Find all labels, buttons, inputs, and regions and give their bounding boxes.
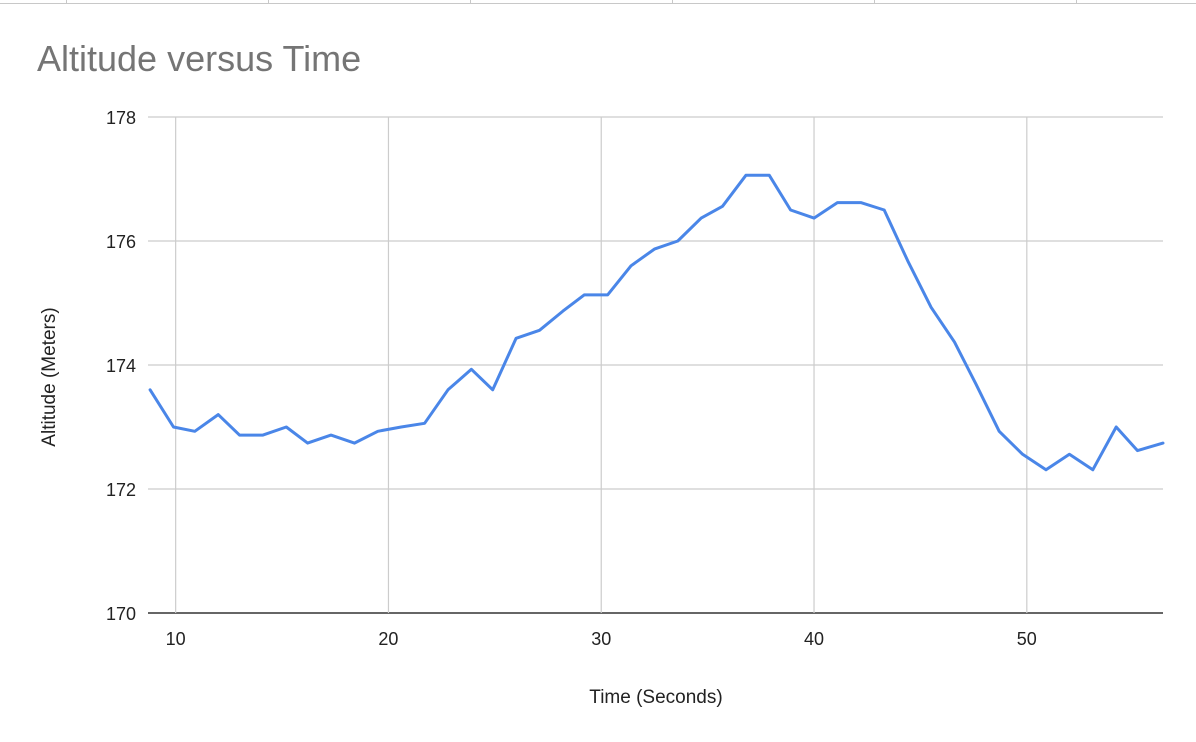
grid-lines: [148, 116, 1163, 614]
x-tick-label: 30: [591, 629, 611, 649]
strip-cell: [0, 0, 67, 4]
x-axis-ticks: 10 20 30 40 50: [166, 629, 1037, 649]
y-axis-title: Altitude (Meters): [39, 307, 60, 446]
y-tick-label: 178: [106, 108, 136, 128]
y-tick-label: 170: [106, 604, 136, 624]
y-tick-label: 172: [106, 480, 136, 500]
chart-title: Altitude versus Time: [37, 38, 362, 79]
x-tick-label: 10: [166, 629, 186, 649]
x-tick-label: 20: [378, 629, 398, 649]
strip-cell: [470, 0, 673, 4]
y-tick-label: 176: [106, 232, 136, 252]
x-tick-label: 50: [1017, 629, 1037, 649]
strip-cell: [874, 0, 1077, 4]
strip-cell: [268, 0, 471, 4]
strip-cell: [672, 0, 875, 4]
x-tick-label: 40: [804, 629, 824, 649]
x-axis-title: Time (Seconds): [589, 687, 722, 708]
y-axis-ticks: 170 172 174 176 178: [106, 108, 136, 624]
y-tick-label: 174: [106, 356, 136, 376]
series-group: [148, 173, 1165, 472]
altitude-series-line: [148, 173, 1165, 472]
top-border-strip: [0, 0, 1196, 4]
strip-cell: [66, 0, 269, 4]
